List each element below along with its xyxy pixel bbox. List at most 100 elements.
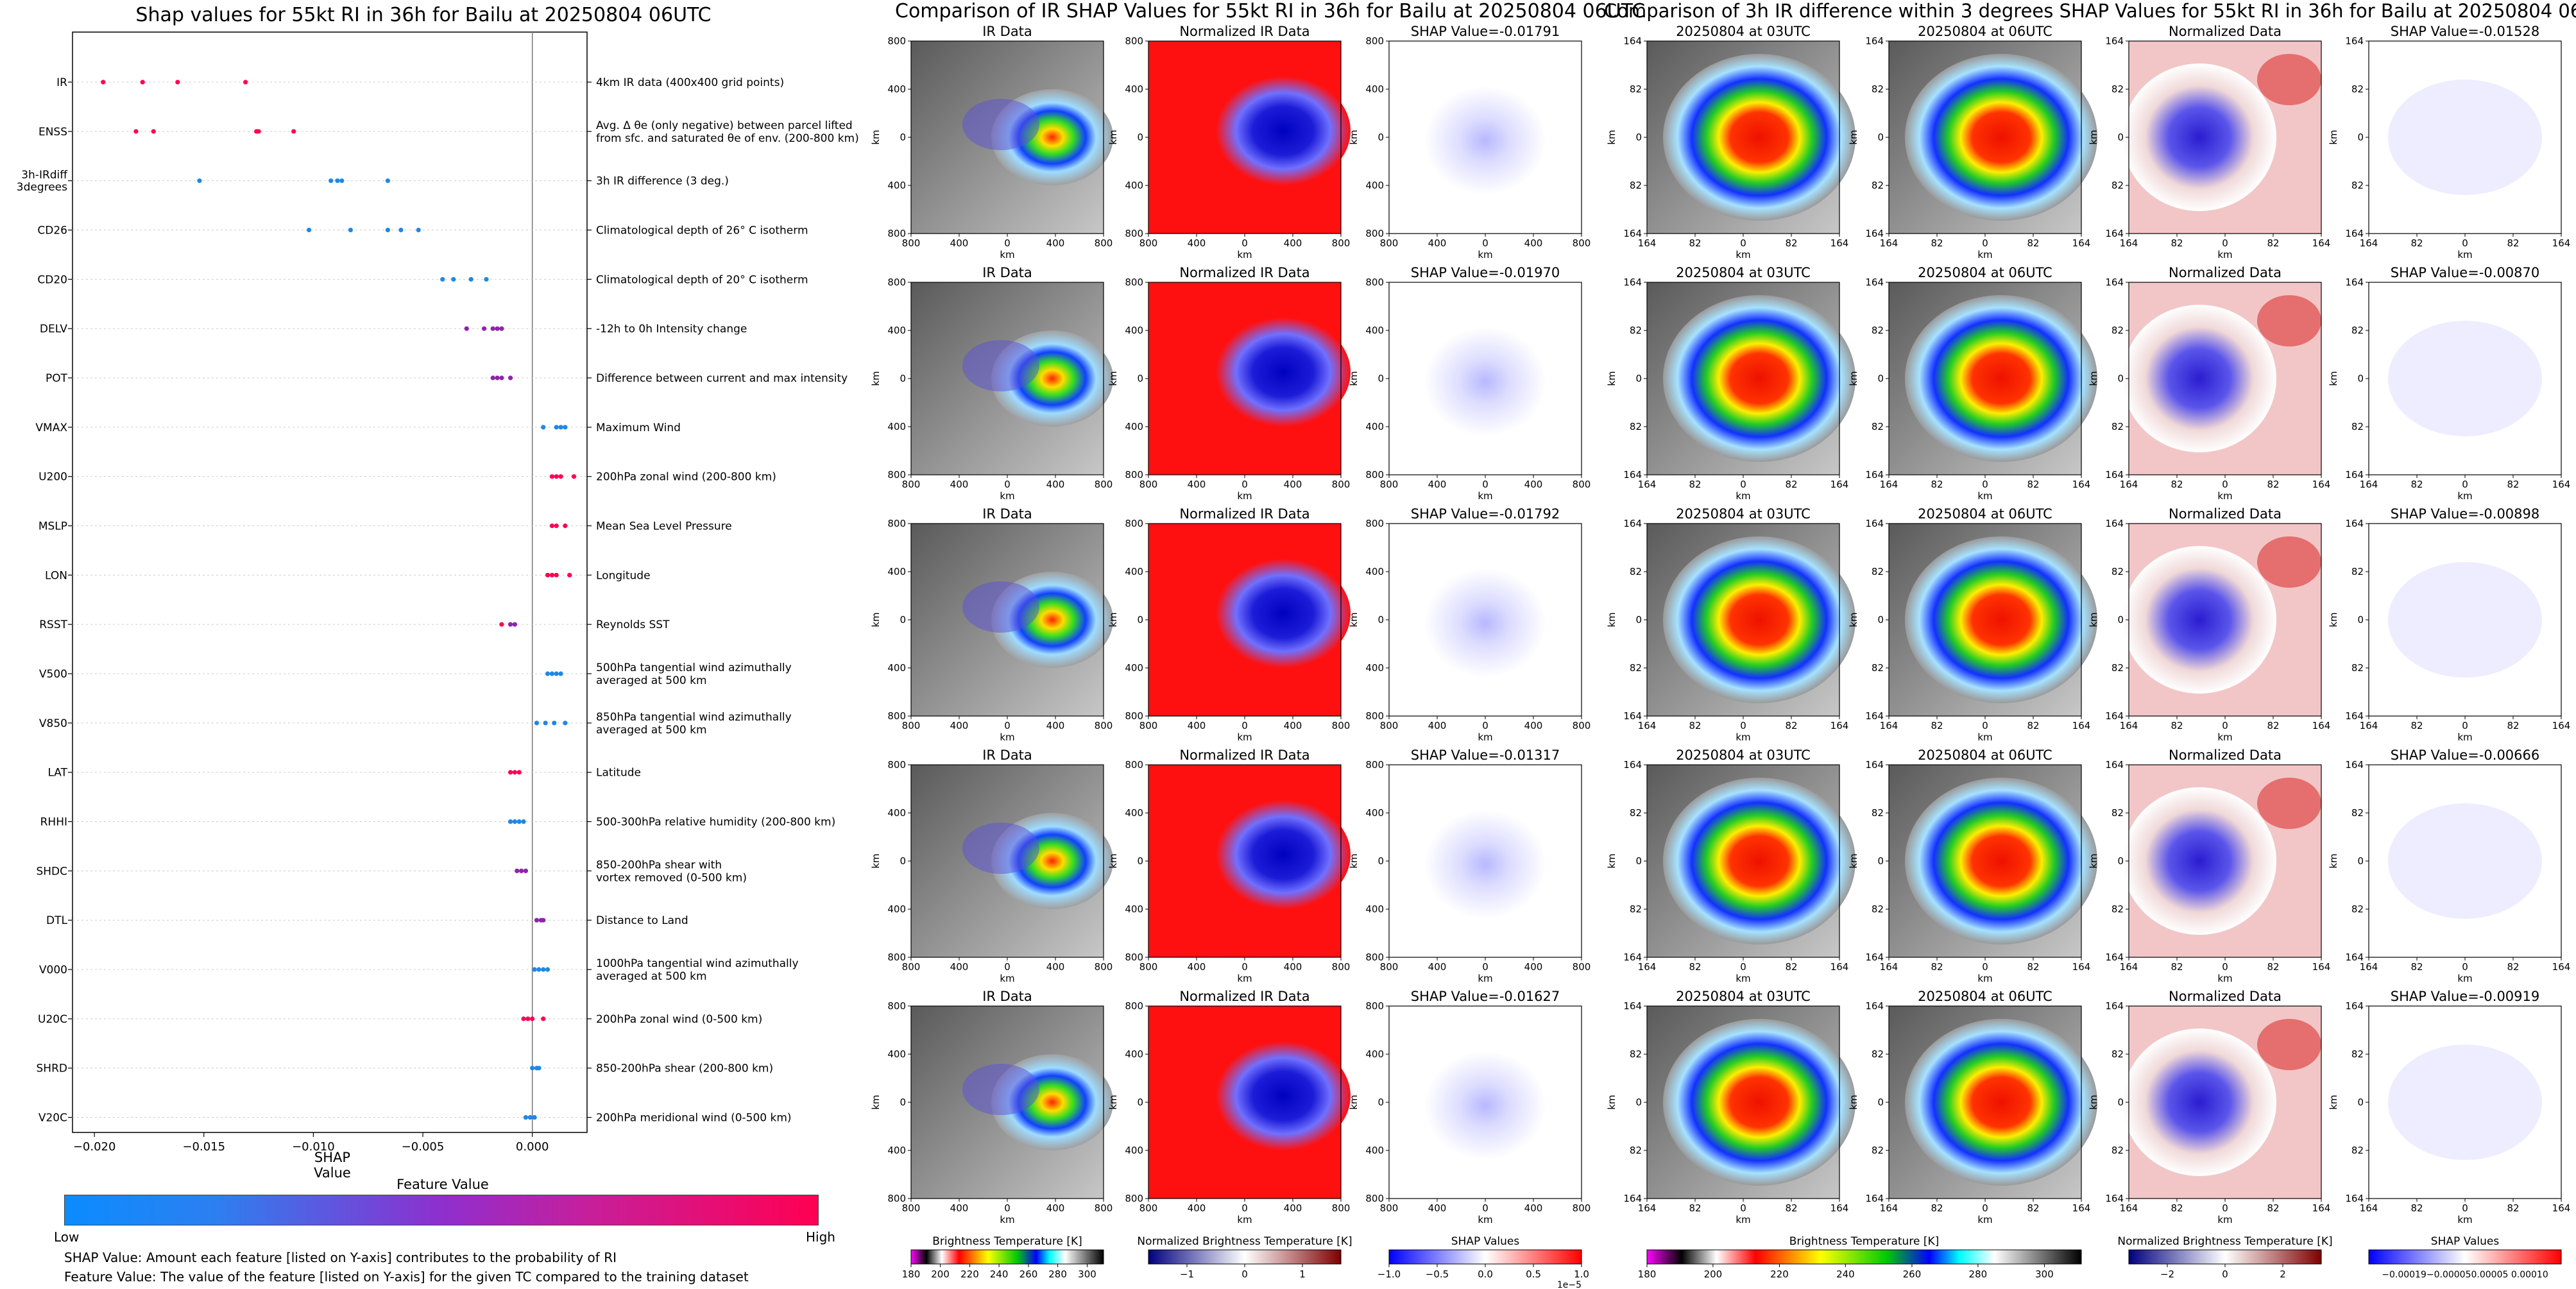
panel-y-tick-label: 800 (1365, 1000, 1384, 1012)
panel-y-tick-label: 164 (2345, 228, 2364, 239)
shap-point (536, 1066, 542, 1071)
shap-point (563, 721, 568, 726)
panel-ylabel: km (1348, 371, 1360, 386)
panel-x-tick-label: 800 (902, 1202, 921, 1214)
shap-point (515, 868, 520, 873)
panel-x-tick-label: 400 (1524, 1202, 1543, 1214)
diff-shap-panel: SHAP Value=-0.00870164164828200828216416… (2328, 265, 2570, 502)
feature-description-label: 3h IR difference (3 deg.) (596, 175, 729, 188)
panel-title: 20250804 at 06UTC (1918, 747, 2052, 763)
shap-point (495, 375, 500, 380)
panel-y-tick-label: 0 (1635, 855, 1642, 867)
feature-description-label: averaged at 500 km (596, 674, 707, 687)
panel-x-tick-label: 0 (1241, 479, 1248, 490)
panel-x-tick-label: 164 (2312, 237, 2331, 249)
panel-y-tick-label: 164 (2345, 1000, 2364, 1012)
feature-name-label: V500 (39, 668, 67, 681)
panel-xlabel: km (1000, 1214, 1014, 1225)
panel-y-tick-label: 0 (1137, 373, 1143, 384)
panel-x-tick-label: 800 (1095, 961, 1113, 973)
panel-xlabel: km (2457, 490, 2472, 502)
panel-title: SHAP Value=-0.00870 (2391, 265, 2540, 280)
panel-x-tick-label: 800 (1095, 479, 1113, 490)
panel-ylabel: km (2328, 853, 2339, 868)
panel-y-tick-label: 400 (887, 566, 906, 577)
panel-title: Normalized IR Data (1179, 989, 1309, 1004)
diff-06utc-panel: 20250804 at 06UTC1641648282008282164164k… (1848, 989, 2097, 1225)
panel-xlabel: km (2457, 249, 2472, 260)
panel-y-tick-label: 400 (887, 325, 906, 336)
panel-x-tick-label: 82 (2027, 961, 2039, 973)
feature-name-label: SHRD (37, 1063, 67, 1075)
panel-y-tick-label: 800 (887, 759, 906, 771)
panel-y-tick-label: 800 (1125, 952, 1143, 963)
shap-point (525, 1016, 531, 1021)
panel-x-tick-label: 82 (2027, 237, 2039, 249)
shap-xlabel: SHAP Value (314, 1150, 351, 1181)
panel-ylabel: km (1606, 612, 1617, 627)
feature-description-label: averaged at 500 km (596, 724, 707, 737)
panel-x-tick-label: 400 (1188, 720, 1206, 731)
panel-x-tick-label: 164 (1880, 961, 1898, 973)
shap-point (527, 1114, 533, 1120)
panel-x-tick-label: 82 (2171, 720, 2183, 731)
panel-ylabel: km (1848, 853, 1859, 868)
panel-x-tick-label: 164 (1880, 720, 1898, 731)
x-tick-label: 0.000 (516, 1140, 549, 1154)
panel-x-tick-label: 82 (2171, 479, 2183, 490)
panel-x-tick-label: 0 (2222, 720, 2228, 731)
panel-y-tick-label: 400 (887, 807, 906, 819)
feature-description-label: 500hPa tangential wind azimuthally (596, 662, 792, 674)
panel-x-tick-label: 164 (1830, 961, 1849, 973)
panel-x-tick-label: 0 (1982, 961, 1988, 973)
panel-y-tick-label: 164 (1623, 1000, 1642, 1012)
panel-y-tick-label: 400 (1365, 662, 1384, 674)
colorbar-tick-label: 1 (1299, 1268, 1306, 1280)
panel-y-tick-label: 0 (1378, 373, 1384, 384)
panel-y-tick-label: 82 (1872, 903, 1884, 915)
feature-name-label: CD26 (37, 225, 67, 237)
panel-xlabel: km (1237, 249, 1252, 260)
panel-ylabel: km (1606, 853, 1617, 868)
shap-point (508, 770, 513, 775)
panel-x-tick-label: 82 (2171, 961, 2183, 973)
panel-x-tick-label: 164 (2120, 961, 2138, 973)
panel-y-tick-label: 82 (1872, 1048, 1884, 1060)
panel-x-tick-label: 800 (1380, 720, 1399, 731)
panel-ylabel: km (1348, 1095, 1360, 1109)
panel-y-tick-label: 0 (2117, 614, 2124, 626)
panel-ylabel: km (1848, 371, 1859, 386)
panel-y-tick-label: 164 (1623, 710, 1642, 722)
shap-point (554, 671, 559, 676)
panel-y-tick-label: 82 (2351, 83, 2364, 95)
panel-x-tick-label: 82 (2410, 479, 2423, 490)
panel-x-tick-label: 400 (1428, 961, 1447, 973)
ir-shap-panel: SHAP Value=-0.01627800800400400004004008… (1348, 989, 1591, 1225)
panel-x-tick-label: 400 (1046, 961, 1065, 973)
diff-normalized-panel: Normalized Data1641648282008282164164kmk… (2088, 506, 2330, 743)
panel-y-tick-label: 800 (1125, 228, 1143, 239)
shap-point (133, 129, 139, 134)
panel-x-tick-label: 82 (1785, 1202, 1797, 1214)
panel-x-tick-label: 82 (2267, 1202, 2279, 1214)
panel-x-tick-label: 800 (1095, 237, 1113, 249)
panel-ylabel: km (1348, 612, 1360, 627)
panel-title: 20250804 at 06UTC (1918, 24, 2052, 39)
panel-x-tick-label: 82 (2410, 1202, 2423, 1214)
panel-x-tick-label: 400 (1524, 479, 1543, 490)
shap-point (541, 1016, 546, 1021)
shap-point (536, 967, 542, 972)
normalized-ir-panel: Normalized IR Data8008004004000040040080… (1107, 747, 1351, 984)
diff-shap-panel: SHAP Value=-0.01528164164828200828216416… (2328, 24, 2570, 260)
panel-ylabel: km (1107, 1095, 1119, 1109)
colorbar-tick-label: −0.00019−0.000050.00005 0.00010 (2382, 1270, 2548, 1280)
panel-y-tick-label: 0 (1137, 132, 1143, 143)
shap-point (549, 572, 554, 577)
panel-title: 20250804 at 06UTC (1918, 265, 2052, 280)
shap-point (464, 326, 469, 331)
panel-xlabel: km (1237, 731, 1252, 743)
shap-point (543, 721, 548, 726)
panel-x-tick-label: 82 (1785, 720, 1797, 731)
panel-y-tick-label: 800 (1365, 518, 1384, 529)
